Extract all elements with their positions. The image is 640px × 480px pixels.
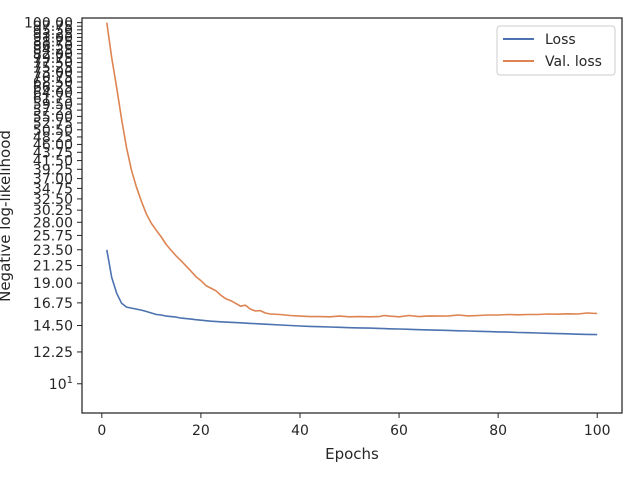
plot-frame xyxy=(81,17,623,414)
y-tick-label: 101 xyxy=(49,375,73,393)
y-tick-label: 43.75 xyxy=(33,145,73,161)
y-tick-label: 59.50 xyxy=(33,97,73,113)
y-tick-label: 50.50 xyxy=(33,123,73,139)
y-tick-label: 79.75 xyxy=(33,51,73,67)
y-tick-label: 66.25 xyxy=(33,80,73,96)
y-tick-label: 75.25 xyxy=(33,60,73,76)
legend-label-val-loss: Val. loss xyxy=(545,54,602,70)
y-tick-label: 64.00 xyxy=(33,86,73,102)
y-tick-label: 68.50 xyxy=(33,75,73,91)
y-tick-label: 41.50 xyxy=(33,154,73,170)
y-tick-label: 34.75 xyxy=(33,181,73,197)
y-tick-label: 70.75 xyxy=(33,70,73,86)
y-tick-label: 32.50 xyxy=(33,192,73,208)
x-axis-ticks: 0 20 40 60 80 100 xyxy=(97,413,611,439)
y-tick-label: 84.25 xyxy=(33,43,73,59)
x-tick-label: 60 xyxy=(390,423,408,439)
x-tick-label: 20 xyxy=(192,423,210,439)
y-tick-label: 46.00 xyxy=(33,137,73,153)
y-tick-label: 12.25 xyxy=(33,345,73,361)
legend: Loss Val. loss xyxy=(496,25,616,76)
y-tick-label: 52.75 xyxy=(33,116,73,132)
y-tick-label: 39.25 xyxy=(33,162,73,178)
y-tick-label: 48.25 xyxy=(33,130,73,146)
y-tick-label: 25.75 xyxy=(33,228,73,244)
y-tick-label: 28.00 xyxy=(33,215,73,231)
y-tick-label: 21.25 xyxy=(33,259,73,275)
legend-label-loss: Loss xyxy=(545,32,576,48)
y-tick-label: 57.25 xyxy=(33,103,73,119)
y-tick-label: 37.00 xyxy=(33,172,73,188)
series-line-loss xyxy=(106,249,598,336)
y-tick-label: 95.50 xyxy=(33,23,73,39)
series-line-val-loss xyxy=(106,22,598,318)
y-tick-label: 73.00 xyxy=(33,65,73,81)
y-tick-label: 23.50 xyxy=(33,243,73,259)
y-tick-label: 30.25 xyxy=(33,203,73,219)
series-layer xyxy=(106,22,598,336)
x-tick-label: 80 xyxy=(489,423,507,439)
y-tick-label: 88.75 xyxy=(33,34,73,50)
y-tick-label: 61.75 xyxy=(33,91,73,107)
y-tick-label: 97.75 xyxy=(33,19,73,35)
x-tick-label: 0 xyxy=(97,423,106,439)
y-tick-label: 16.75 xyxy=(33,296,73,312)
y-tick-label: 91.00 xyxy=(33,30,73,46)
y-axis-ticks: 12.25 14.50 16.75 19.0021.2523.5025.7528.00… xyxy=(24,16,82,393)
y-tick-label: 55.00 xyxy=(33,109,73,125)
y-tick-label: 19.00 xyxy=(33,276,73,292)
y-tick-label: 93.25 xyxy=(33,27,73,43)
y-tick-label: 86.50 xyxy=(33,38,73,54)
x-tick-label: 40 xyxy=(291,423,309,439)
y-axis-label: Negative log-likelihood xyxy=(0,130,14,302)
x-axis-label: Epochs xyxy=(325,445,379,463)
y-tick-label: 14.50 xyxy=(33,318,73,334)
x-tick-label: 100 xyxy=(584,423,611,439)
y-tick-label: 100.00 xyxy=(24,16,73,32)
y-tick-label: 77.50 xyxy=(33,56,73,72)
y-tick-label: 82.00 xyxy=(33,47,73,63)
